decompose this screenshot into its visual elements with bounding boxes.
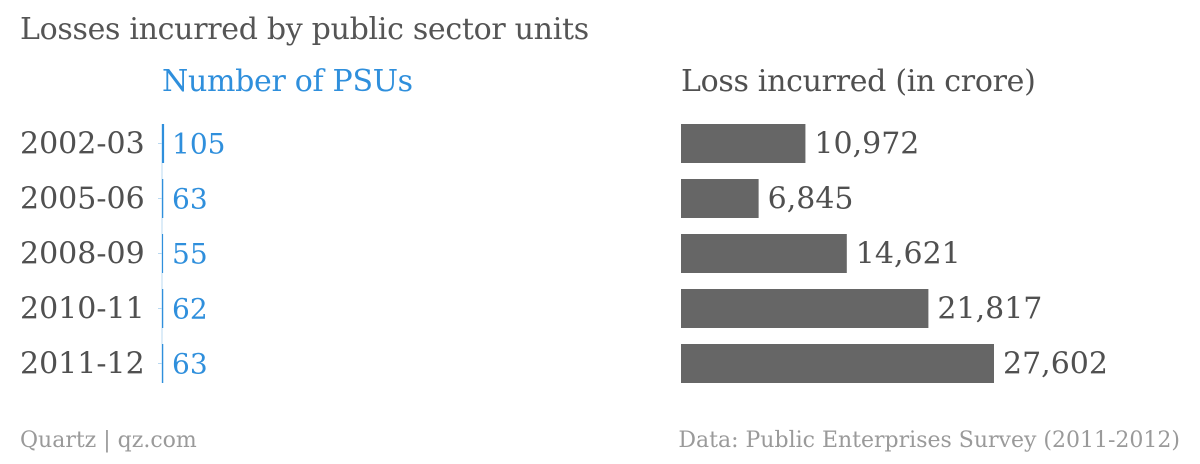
psu-value-label: 63 bbox=[172, 348, 208, 381]
psu-value-label: 63 bbox=[172, 183, 208, 216]
footer-source: Data: Public Enterprises Survey (2011-20… bbox=[678, 428, 1180, 453]
psu-value-label: 105 bbox=[172, 128, 225, 161]
footer-credit: Quartz | qz.com bbox=[20, 428, 197, 453]
loss-value-label: 21,817 bbox=[937, 292, 1042, 327]
loss-bar bbox=[681, 289, 929, 328]
loss-column-header: Loss incurred (in crore) bbox=[681, 64, 1036, 99]
psu-value-label: 62 bbox=[172, 293, 208, 326]
loss-value-label: 27,602 bbox=[1003, 347, 1108, 382]
loss-value-label: 6,845 bbox=[768, 182, 854, 217]
psu-series: 105 63 55 62 63 bbox=[158, 124, 225, 383]
psu-bar bbox=[162, 289, 164, 328]
category-label: 2010-11 bbox=[20, 292, 145, 327]
chart-title: Losses incurred by public sector units bbox=[20, 12, 589, 47]
category-label: 2002-03 bbox=[20, 127, 145, 162]
category-label: 2005-06 bbox=[20, 182, 145, 217]
chart-area: 2002-03 2005-06 2008-09 2010-11 2011-12 105 6… bbox=[20, 124, 1108, 383]
psu-bar bbox=[162, 124, 165, 163]
loss-bar bbox=[681, 344, 994, 383]
psu-value-label: 55 bbox=[172, 238, 208, 271]
loss-bar bbox=[681, 234, 847, 273]
psu-bar bbox=[162, 179, 164, 218]
loss-bar bbox=[681, 124, 806, 163]
psu-bar bbox=[162, 234, 164, 273]
category-labels: 2002-03 2005-06 2008-09 2010-11 2011-12 bbox=[20, 127, 145, 382]
category-label: 2008-09 bbox=[20, 237, 145, 272]
loss-bar bbox=[681, 179, 759, 218]
loss-value-label: 14,621 bbox=[856, 237, 961, 272]
psu-column-header: Number of PSUs bbox=[162, 64, 413, 99]
loss-value-label: 10,972 bbox=[814, 127, 919, 162]
psu-bar bbox=[162, 344, 164, 383]
category-label: 2011-12 bbox=[20, 347, 145, 382]
